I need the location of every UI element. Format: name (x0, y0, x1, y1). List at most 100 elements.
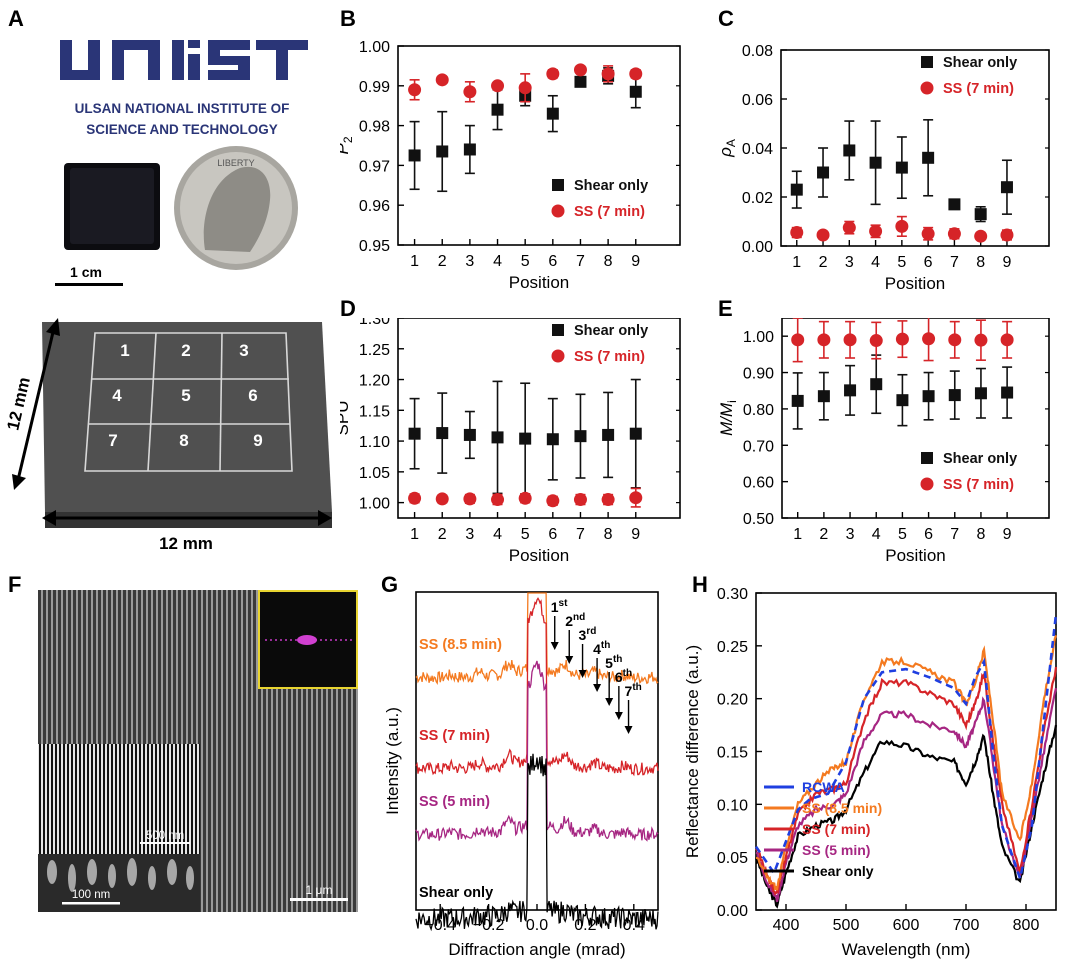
legend-marker-shear (921, 56, 933, 68)
data-point-shear (922, 390, 935, 403)
y-axis-label: P2 (340, 136, 355, 154)
y-tick-label: 0.50 (743, 511, 774, 528)
data-point-ss (463, 492, 477, 506)
legend-label: Shear only (802, 863, 874, 879)
data-point-ss (1000, 228, 1014, 242)
order-label: 2nd (565, 612, 585, 629)
data-point-ss (491, 493, 505, 507)
data-point-shear (436, 145, 449, 158)
data-point-shear (790, 183, 803, 196)
scale-label-500nm: 500 nm (146, 830, 184, 842)
chart-e: 0.50 0.60 0.70 0.80 0.90 1.00 1 2 3 4 5 6 7 8 9 Positio… (718, 318, 1050, 565)
x-tick-label: 2 (819, 254, 828, 271)
x-tick-label: 3 (465, 253, 474, 270)
x-tick-label: 6 (924, 526, 933, 543)
data-point-ss (408, 491, 422, 505)
data-point-shear (948, 389, 961, 402)
x-axis-label: Position (885, 274, 945, 293)
data-point-shear (974, 387, 987, 400)
data-point-ss (974, 333, 988, 347)
x-tick-label: 9 (631, 526, 640, 543)
data-point-shear (817, 166, 830, 179)
reflectance-line (754, 613, 1058, 884)
reflectance-line (754, 724, 1058, 909)
y-axis-label: Intensity (a.u.) (383, 707, 402, 815)
y-tick-label: 1.20 (359, 373, 390, 390)
data-point-ss (601, 67, 615, 81)
x-tick-label: 6 (924, 254, 933, 271)
grid-number: 8 (179, 431, 188, 450)
institute-line-2: SCIENCE AND TECHNOLOGY (86, 122, 278, 137)
data-point-shear (436, 427, 449, 440)
order-arrowhead (578, 670, 587, 678)
series-label: SS (5 min) (419, 794, 490, 810)
data-point-shear (491, 103, 504, 116)
coin-text: LIBERTY (217, 158, 254, 168)
x-tick-label: 5 (898, 526, 907, 543)
data-point-shear (463, 428, 476, 441)
data-point-ss (791, 333, 805, 347)
data-point-ss (922, 332, 936, 346)
legend-marker-shear (552, 324, 564, 336)
y-tick-label: 0.97 (359, 158, 390, 175)
y-tick-label: 0.25 (717, 639, 748, 656)
x-tick-label: 4 (493, 253, 502, 270)
y-tick-label: 0.02 (742, 190, 773, 207)
data-point-shear (463, 143, 476, 156)
y-tick-label: 1.30 (359, 318, 390, 328)
data-point-ss (869, 224, 883, 238)
x-tick-label: 7 (576, 253, 585, 270)
dim-label-vertical: 12 mm (3, 375, 34, 432)
x-tick-label: 4 (493, 526, 502, 543)
data-point-shear (629, 427, 642, 440)
y-tick-label: 0.10 (717, 797, 748, 814)
grid-number: 4 (112, 386, 122, 405)
data-point-shear (574, 430, 587, 443)
x-tick-label: 5 (897, 254, 906, 271)
plot-frame (397, 318, 681, 519)
legend-label: SS (7 min) (943, 81, 1014, 97)
data-point-shear (791, 394, 804, 407)
data-point-ss (842, 221, 856, 235)
order-arrowhead (605, 698, 614, 706)
series-label: SS (7 min) (419, 728, 490, 744)
x-axis-label: Wavelength (nm) (842, 940, 971, 959)
legend-label: SS (8.5 min) (802, 800, 882, 816)
institute-line-1: ULSAN NATIONAL INSTITUTE OF (75, 101, 290, 116)
legend-label: RCWA (802, 779, 845, 795)
x-axis-label: Position (509, 546, 569, 565)
panel-a-letter: A (8, 6, 24, 31)
data-point-ss (974, 229, 988, 243)
order-label: 1st (551, 598, 568, 615)
y-tick-label: 0.04 (742, 141, 773, 158)
data-point-shear (974, 208, 987, 221)
grid-number: 5 (181, 386, 190, 405)
data-point-ss (518, 81, 532, 95)
y-tick-label: 0.08 (742, 43, 773, 60)
data-point-shear (546, 433, 559, 446)
order-label: 6th (615, 668, 632, 685)
x-tick-label: 4 (871, 254, 880, 271)
data-point-ss (601, 493, 615, 507)
data-point-ss (573, 63, 587, 77)
data-point-ss (408, 83, 422, 97)
chart-h: 400 500 600 700 800 0.00 0.05 0.10 0.15 0.20 0.25 0… (683, 586, 1058, 959)
data-point-ss (948, 333, 962, 347)
grid-number: 1 (120, 341, 129, 360)
panel-g-letter: G (381, 572, 399, 597)
scale-label-1cm: 1 cm (70, 264, 102, 280)
y-axis-label: ρA (718, 139, 738, 158)
y-tick-label: 0.96 (359, 198, 390, 215)
data-point-shear (896, 394, 909, 407)
y-tick-label: 0.70 (743, 438, 774, 455)
data-point-shear (602, 428, 615, 441)
x-tick-label: 3 (845, 254, 854, 271)
y-tick-label: 0.00 (717, 903, 748, 920)
x-tick-label: 6 (548, 526, 557, 543)
order-label: 7th (625, 682, 642, 699)
y-tick-label: 0.30 (717, 586, 748, 603)
panel-d-letter: D (340, 296, 356, 321)
data-point-ss (546, 494, 560, 508)
data-point-ss (435, 492, 449, 506)
x-tick-label: 7 (950, 526, 959, 543)
